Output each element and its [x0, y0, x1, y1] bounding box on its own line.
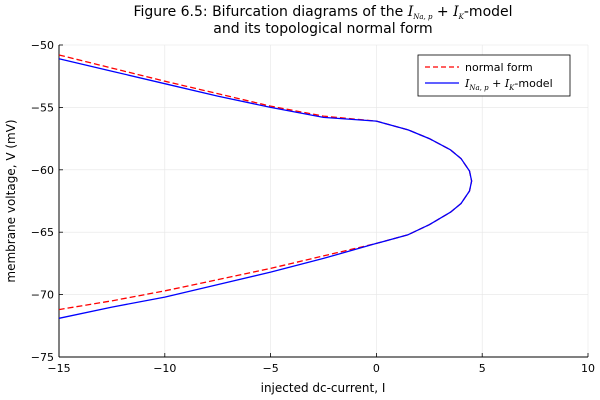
title-plus: +	[432, 4, 453, 20]
y-tick-label-5: −50	[31, 39, 54, 52]
grid-lines	[58, 44, 589, 358]
x-tick-label-4: 5	[479, 362, 486, 375]
y-tick-label-4: −55	[31, 101, 54, 114]
legend-label-model: INa, p + IK-model	[464, 77, 553, 92]
legend-label-normal-form: normal form	[465, 61, 533, 74]
x-tick-labels: −15 −10 −5 0 5 10	[47, 362, 595, 375]
chart-title-line1: Figure 6.5: Bifurcation diagrams of the …	[133, 4, 512, 21]
series-lines	[58, 54, 473, 319]
legend-model-suffix: -model	[514, 77, 552, 90]
legend-model-i1: I	[464, 77, 470, 90]
title-model1: I	[407, 4, 414, 20]
x-tick-label-0: −15	[47, 362, 70, 375]
title-model2: I	[452, 4, 459, 20]
title-suffix: -model	[464, 4, 513, 20]
y-tick-label-3: −60	[31, 164, 54, 177]
legend-box	[417, 54, 571, 97]
legend-model-plus: +	[489, 77, 505, 90]
title-sub1: Na, p	[412, 13, 433, 21]
legend-model-s2: K	[508, 84, 515, 92]
legend-model-s1: Na, p	[468, 84, 489, 92]
y-tick-label-1: −70	[31, 289, 54, 302]
x-tick-label-1: −10	[153, 362, 176, 375]
series-line-model	[58, 58, 473, 319]
title-sub2: K	[458, 13, 465, 21]
y-tick-label-0: −75	[31, 351, 54, 364]
title-prefix: Figure 6.5: Bifurcation diagrams of the	[133, 4, 407, 20]
legend: normal form INa, p + IK-model	[417, 54, 571, 97]
y-axis-label: membrane voltage, V (mV)	[4, 119, 18, 282]
legend-model-i2: I	[504, 77, 510, 90]
x-axis-label: injected dc-current, I	[261, 381, 386, 395]
x-tick-label-2: −5	[262, 362, 278, 375]
y-tick-label-2: −65	[31, 226, 54, 239]
x-tick-label-3: 0	[373, 362, 380, 375]
x-tick-label-5: 10	[581, 362, 595, 375]
chart-title-line2: and its topological normal form	[213, 21, 432, 37]
axes-frame	[58, 44, 589, 358]
series-line-normal-form	[58, 54, 473, 311]
y-tick-labels: −75 −70 −65 −60 −55 −50	[31, 39, 54, 364]
